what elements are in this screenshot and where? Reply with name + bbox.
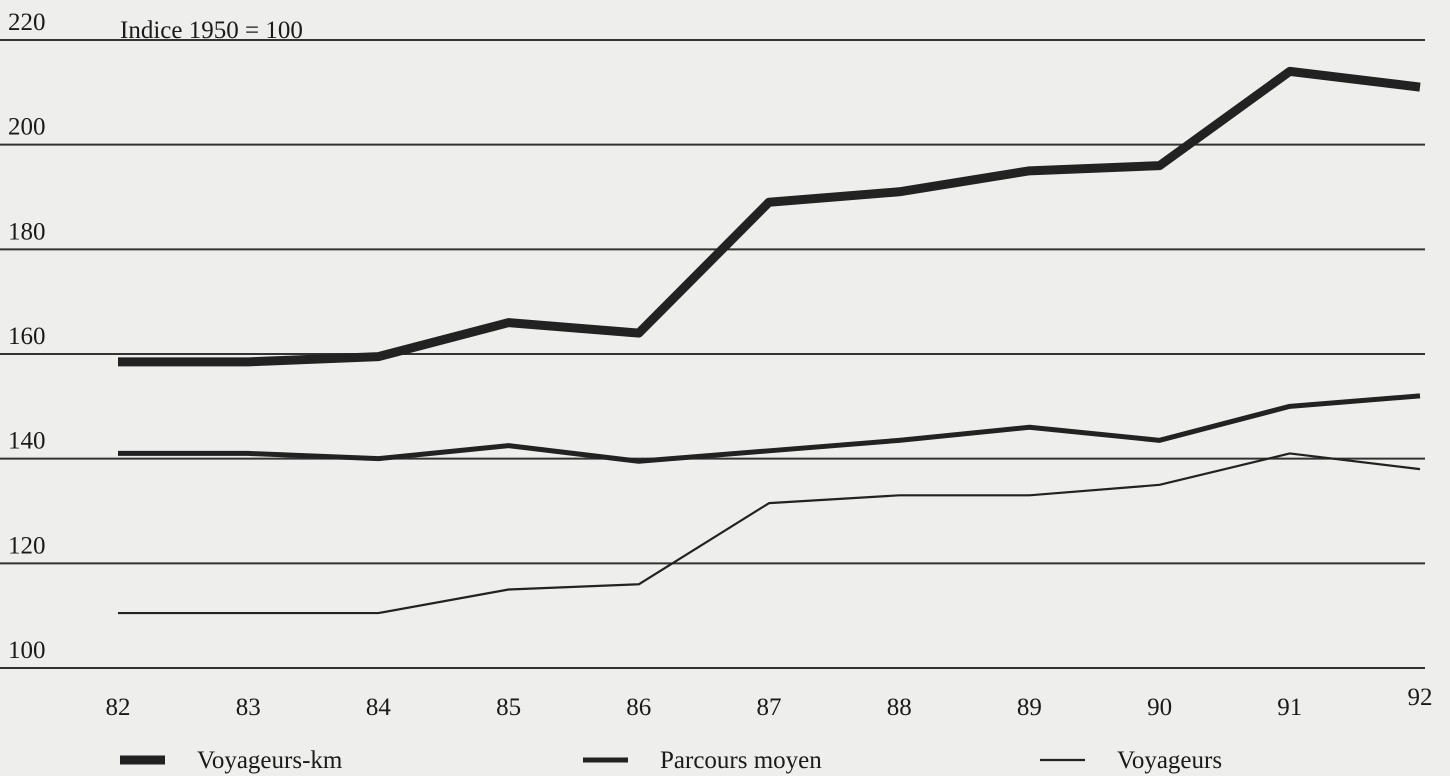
x-tick-label: 85	[496, 694, 521, 721]
x-tick-label: 89	[1017, 694, 1042, 721]
x-tick-label: 90	[1147, 694, 1172, 721]
x-tick-label: 83	[236, 694, 261, 721]
legend-label: Parcours moyen	[660, 747, 822, 774]
x-tick-label: 92	[1408, 684, 1433, 711]
y-tick-label: 200	[8, 114, 46, 141]
legend-label: Voyageurs	[1117, 747, 1222, 774]
y-tick-label: 160	[8, 323, 46, 350]
x-tick-label: 87	[757, 694, 782, 721]
x-tick-label: 91	[1277, 694, 1302, 721]
y-tick-label: 180	[8, 218, 46, 245]
series-line	[118, 393, 1421, 464]
x-tick-label: 82	[106, 694, 131, 721]
y-tick-label: 220	[8, 9, 46, 36]
legend-label: Voyageurs-km	[197, 747, 343, 774]
x-tick-label: 86	[626, 694, 651, 721]
y-tick-label: 120	[8, 532, 46, 559]
x-tick-label: 88	[887, 694, 912, 721]
y-tick-label: 140	[8, 428, 46, 455]
series-line	[118, 452, 1421, 615]
y-tick-label: 100	[8, 637, 46, 664]
series-line	[118, 66, 1421, 367]
x-tick-label: 84	[366, 694, 392, 721]
